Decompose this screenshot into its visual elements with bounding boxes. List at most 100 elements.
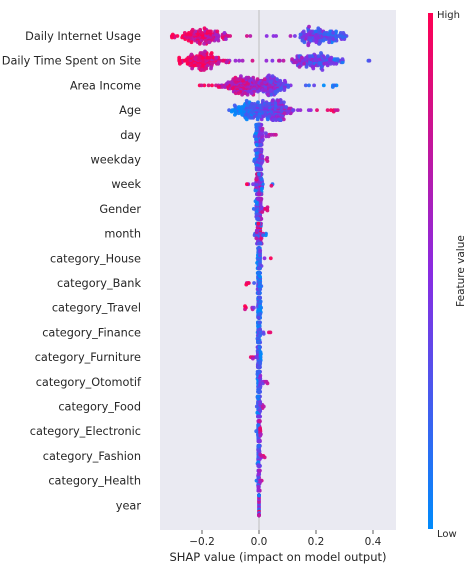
shap-point	[254, 176, 259, 180]
shap-point	[282, 111, 287, 116]
shap-point	[276, 98, 281, 103]
shap-point	[256, 423, 260, 427]
shap-point	[256, 266, 261, 271]
shap-point	[259, 177, 264, 182]
shap-point	[180, 35, 185, 40]
shap-point	[265, 159, 270, 164]
shap-point	[243, 304, 247, 308]
shap-point	[281, 117, 286, 122]
shap-point	[256, 122, 260, 127]
shap-point	[253, 199, 258, 204]
shap-point	[296, 108, 300, 112]
shap-point	[256, 414, 260, 419]
shap-point	[292, 60, 297, 65]
shap-point	[328, 29, 333, 34]
shap-point	[265, 117, 270, 122]
shap-point	[257, 389, 261, 394]
shap-point	[202, 41, 207, 46]
feature-label: category_Fashion	[43, 450, 141, 463]
shap-point	[322, 55, 327, 60]
feature-label: category_House	[50, 252, 141, 265]
shap-point	[262, 455, 267, 460]
shap-point	[315, 108, 319, 112]
shap-point	[249, 115, 254, 120]
shap-point	[335, 108, 340, 112]
shap-point	[313, 29, 318, 34]
shap-point	[177, 55, 182, 60]
shap-point	[317, 57, 322, 62]
x-axis-label: SHAP value (impact on model output)	[169, 550, 386, 564]
shap-point	[211, 55, 216, 60]
shap-point	[262, 77, 267, 82]
shap-point	[238, 77, 243, 82]
shap-point	[265, 205, 270, 210]
shap-point	[257, 444, 262, 448]
shap-point	[250, 58, 255, 63]
feature-label: month	[104, 228, 141, 241]
feature-label: category_Furniture	[35, 351, 141, 364]
shap-point	[253, 148, 258, 153]
shap-point	[215, 29, 220, 34]
shap-point	[340, 60, 345, 65]
shap-point	[267, 114, 271, 119]
feature-label: category_Health	[48, 475, 141, 488]
shap-point	[329, 108, 333, 112]
shap-point	[259, 197, 264, 201]
shap-point	[256, 217, 261, 221]
shap-point	[240, 58, 245, 63]
shap-point	[252, 305, 256, 310]
shap-point	[293, 34, 297, 38]
shap-point	[199, 68, 204, 72]
shap-point	[210, 83, 214, 88]
shap-point	[257, 114, 262, 119]
shap-point	[325, 61, 329, 66]
shap-point	[214, 37, 219, 41]
shap-point	[264, 58, 269, 63]
shap-point	[304, 65, 309, 69]
shap-point	[256, 291, 261, 295]
colorbar	[428, 13, 433, 529]
shap-point	[233, 112, 237, 117]
shap-point	[270, 98, 275, 103]
shap-point	[209, 66, 213, 71]
shap-point	[254, 355, 259, 359]
shap-point	[314, 54, 318, 58]
feature-label: category_Bank	[57, 277, 141, 290]
colorbar-title: Feature value	[455, 235, 467, 307]
shap-point	[261, 233, 265, 238]
shap-point	[255, 77, 260, 82]
feature-label: weekday	[91, 154, 142, 167]
shap-point	[261, 332, 266, 336]
data-points	[169, 24, 372, 518]
shap-point	[243, 307, 247, 312]
shap-point	[275, 77, 279, 82]
shap-point	[224, 82, 229, 86]
shap-point	[310, 65, 315, 69]
shap-point	[256, 365, 260, 369]
shap-point	[244, 75, 249, 80]
shap-point	[264, 34, 269, 38]
shap-point	[326, 37, 331, 41]
shap-point	[225, 85, 230, 89]
shap-point	[186, 38, 191, 43]
feature-label: Daily Internet Usage	[25, 30, 141, 43]
shap-point	[244, 117, 249, 122]
shap-point	[297, 65, 302, 69]
shap-point	[237, 105, 241, 109]
feature-label: category_Travel	[52, 302, 141, 315]
shap-point	[325, 54, 330, 58]
feature-label: Daily Time Spent on Site	[2, 55, 141, 68]
shap-point	[185, 61, 190, 66]
shap-point	[222, 85, 227, 89]
shap-point	[338, 31, 343, 35]
shap-point	[257, 513, 261, 518]
shap-point	[290, 57, 294, 62]
shap-point	[281, 82, 286, 86]
shap-point	[258, 274, 262, 279]
shap-point	[303, 83, 308, 88]
shap-point	[199, 83, 204, 88]
shap-point	[252, 159, 257, 164]
shap-point	[319, 51, 323, 55]
shap-point	[281, 58, 286, 63]
